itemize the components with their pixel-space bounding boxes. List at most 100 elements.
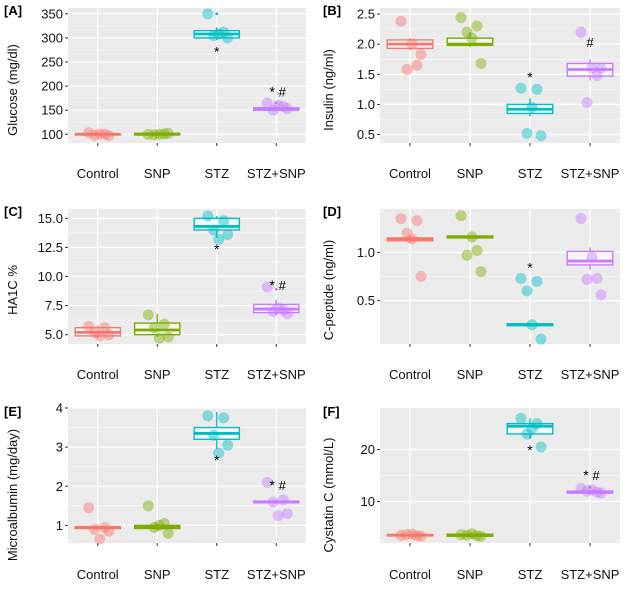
x-tick-label: STZ+SNP: [247, 166, 306, 181]
x-tick-label: STZ+SNP: [561, 367, 620, 382]
significance-star: *: [270, 477, 276, 493]
significance-hash: #: [279, 278, 287, 293]
y-tick-label: 1.0: [357, 245, 375, 260]
x-tick-label: STZ+SNP: [561, 567, 620, 582]
data-point: [218, 26, 230, 38]
y-tick-label: 10.0: [38, 269, 63, 284]
significance-star: *: [527, 69, 533, 85]
y-tick-label: 4: [56, 401, 63, 416]
data-point: [222, 439, 234, 451]
x-tick-label: Control: [77, 367, 119, 382]
data-point: [99, 128, 111, 140]
data-point: [466, 32, 478, 44]
data-point: [103, 130, 115, 142]
y-tick-label: 1.0: [357, 97, 375, 112]
y-tick-label: 350: [41, 6, 63, 21]
data-point: [103, 525, 115, 537]
panel-tag: [B]: [323, 3, 341, 18]
data-point: [83, 502, 95, 514]
data-point: [277, 494, 289, 506]
y-tick-label: 12.5: [38, 240, 63, 255]
data-point: [277, 304, 289, 316]
x-tick-label: STZ: [518, 166, 543, 181]
x-tick-label: Control: [389, 567, 431, 582]
data-point: [99, 322, 111, 334]
box: [506, 422, 554, 435]
data-point: [595, 487, 607, 499]
y-tick-label: 5.0: [45, 327, 63, 342]
data-point: [202, 210, 214, 222]
data-point: [277, 100, 289, 112]
panel-1: [A] 100 150 200 250 300 350 Glucose (mg/dl) Cont…: [4, 3, 306, 181]
y-tick-label: 1: [56, 518, 63, 533]
data-point: [153, 519, 165, 531]
data-point: [475, 57, 487, 69]
panel-5: [E] 1 2 3 4 Microalbumin (mg/day) Control SNP ST…: [4, 401, 306, 582]
data-point: [455, 210, 467, 222]
y-tick-label: 2: [56, 479, 63, 494]
x-tick-label: SNP: [144, 567, 171, 582]
y-tick-label: 15.0: [38, 211, 63, 226]
x-tick-label: Control: [389, 367, 431, 382]
significance-star: *: [214, 452, 220, 468]
data-point: [595, 289, 607, 301]
plot-background: [68, 408, 306, 543]
data-point: [415, 48, 427, 60]
data-point: [83, 127, 95, 139]
data-point: [213, 447, 225, 459]
data-point: [411, 215, 423, 227]
panel-4: [D] 0.5 1.0 C-peptide (ng/ml) Control SNP STZ *…: [321, 204, 620, 382]
x-tick-label: SNP: [457, 166, 484, 181]
y-tick-label: 150: [41, 103, 63, 118]
data-point: [202, 410, 214, 422]
y-tick-label: 200: [41, 79, 63, 94]
panel-6: [F] 10 20 Cystatin C (mmol/L) Control SNP STZ *…: [321, 404, 620, 582]
significance-star: *: [527, 442, 533, 458]
x-tick-label: SNP: [457, 367, 484, 382]
x-tick-label: STZ: [204, 567, 229, 582]
data-point: [401, 227, 413, 239]
significance-star: *: [270, 277, 276, 293]
data-point: [515, 82, 527, 94]
data-point: [83, 321, 95, 333]
data-point: [531, 83, 543, 95]
data-point: [261, 476, 273, 488]
data-point: [272, 99, 284, 111]
y-tick-label: 100: [41, 127, 63, 142]
data-point: [526, 319, 538, 331]
y-tick-label: 20: [361, 442, 375, 457]
data-point: [267, 305, 279, 317]
box: [193, 217, 241, 231]
y-tick-label: 0.5: [357, 293, 375, 308]
data-point: [475, 266, 487, 278]
significance-hash: #: [592, 468, 600, 483]
data-point: [89, 326, 101, 338]
x-tick-label: STZ+SNP: [247, 567, 306, 582]
significance-hash: #: [279, 84, 287, 99]
data-point: [526, 101, 538, 113]
data-point: [148, 521, 160, 533]
significance-hash: #: [586, 35, 594, 50]
significance-hash: #: [279, 478, 287, 493]
data-point: [89, 129, 101, 141]
data-point: [406, 233, 418, 245]
data-point: [395, 213, 407, 225]
data-point: [94, 533, 106, 545]
panel-3: [C] 5.0 7.5 10.0 12.5 15.0 HA1C % Control SNP STZ…: [4, 204, 306, 382]
data-point: [575, 213, 587, 225]
data-point: [89, 523, 101, 535]
data-point: [208, 429, 220, 441]
data-point: [153, 332, 165, 344]
data-point: [415, 530, 427, 542]
x-tick-label: SNP: [457, 567, 484, 582]
data-point: [162, 127, 174, 139]
data-point: [281, 103, 293, 115]
data-point: [148, 129, 160, 141]
data-point: [395, 529, 407, 541]
data-point: [581, 273, 593, 285]
data-point: [591, 486, 603, 498]
x-tick-label: STZ+SNP: [247, 367, 306, 382]
data-point: [586, 251, 598, 263]
data-point: [411, 59, 423, 71]
